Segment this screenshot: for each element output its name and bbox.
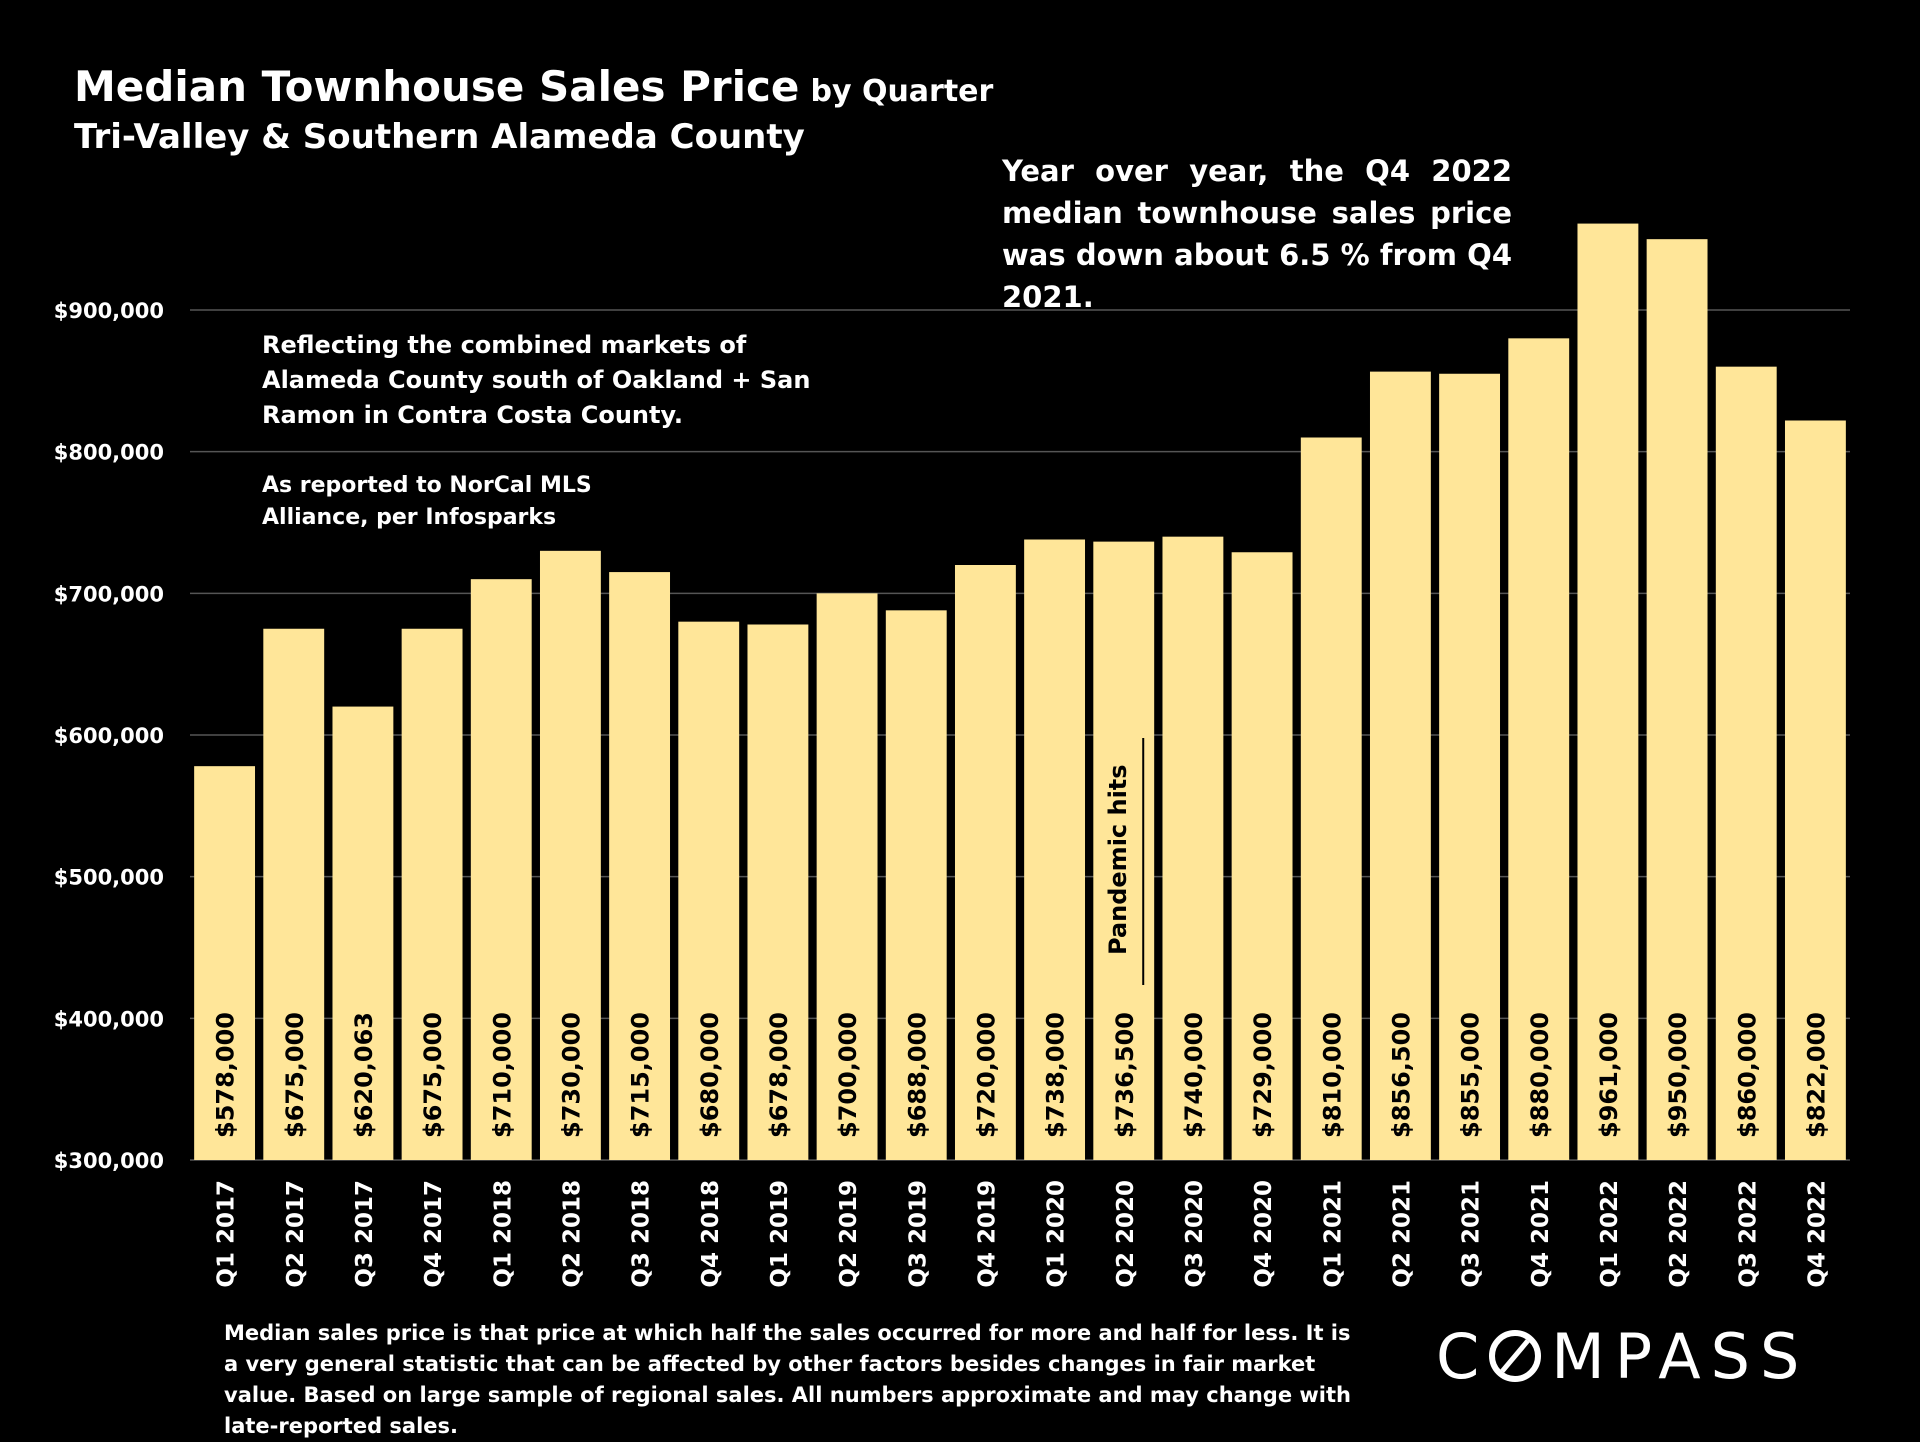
bar-value-label: $736,500 <box>1111 1012 1139 1138</box>
x-tick-label: Q4 2020 <box>1251 1180 1277 1288</box>
x-tick-label: Q4 2019 <box>974 1180 1000 1288</box>
bar <box>1439 373 1501 1160</box>
bar <box>1231 552 1293 1160</box>
bar-value-label: $856,500 <box>1387 1012 1415 1138</box>
bar <box>1577 223 1639 1161</box>
bar-value-label: $810,000 <box>1318 1012 1346 1138</box>
bar <box>1024 539 1086 1160</box>
bar <box>1300 437 1362 1160</box>
y-tick-label: $700,000 <box>54 582 164 606</box>
y-tick-label: $300,000 <box>54 1149 164 1173</box>
logo-letter: C <box>1436 1320 1490 1393</box>
market-note: Reflecting the combined markets of Alame… <box>262 331 811 429</box>
x-tick-label: Q2 2018 <box>559 1180 585 1288</box>
logo-ring-icon <box>1489 1330 1542 1382</box>
bar <box>470 579 532 1160</box>
x-tick-label: Q2 2022 <box>1666 1180 1692 1288</box>
logo-letters: MPASS <box>1551 1320 1810 1393</box>
x-tick-label: Q4 2017 <box>421 1180 447 1288</box>
bar <box>747 624 809 1160</box>
title-block: Median Townhouse Sales Price by Quarter … <box>74 62 993 157</box>
bar <box>1508 338 1570 1160</box>
bar-value-label: $720,000 <box>972 1012 1000 1138</box>
x-tick-label: Q1 2022 <box>1597 1180 1623 1288</box>
x-tick-label: Q3 2018 <box>629 1180 655 1288</box>
bar-value-label: $740,000 <box>1180 1012 1208 1138</box>
bar-value-label: $855,000 <box>1457 1012 1485 1138</box>
y-tick-label: $800,000 <box>54 441 164 465</box>
x-tick-label: Q3 2017 <box>352 1180 378 1288</box>
x-tick-label: Q2 2021 <box>1389 1180 1415 1288</box>
bar <box>816 593 878 1160</box>
bar <box>263 628 325 1160</box>
bar-value-label: $675,000 <box>419 1012 447 1138</box>
y-tick-label: $600,000 <box>54 724 164 748</box>
bar-value-label: $738,000 <box>1042 1012 1070 1138</box>
x-tick-label: Q4 2022 <box>1804 1180 1830 1288</box>
bar <box>954 565 1016 1160</box>
bar-value-label: $880,000 <box>1526 1012 1554 1138</box>
bar <box>1715 366 1777 1161</box>
x-tick-label: Q3 2021 <box>1459 1180 1485 1288</box>
bar-value-label: $961,000 <box>1595 1012 1623 1138</box>
chart-title-suffix: by Quarter <box>810 74 994 109</box>
bar <box>194 766 256 1160</box>
x-tick-label: Q4 2021 <box>1528 1180 1554 1288</box>
yoy-note: Year over year, the Q4 2022 median townh… <box>1002 154 1512 314</box>
x-tick-label: Q1 2017 <box>214 1180 240 1288</box>
x-tick-label: Q1 2020 <box>1044 1180 1070 1288</box>
bar-value-label: $729,000 <box>1249 1012 1277 1138</box>
x-tick-label: Q1 2019 <box>767 1180 793 1288</box>
x-tick-label: Q4 2018 <box>698 1180 724 1288</box>
x-tick-label: Q3 2020 <box>1182 1180 1208 1288</box>
x-tick-label: Q3 2019 <box>905 1180 931 1288</box>
source-note: As reported to NorCal MLS Alliance, per … <box>262 473 592 530</box>
y-tick-label: $900,000 <box>54 299 164 323</box>
bar <box>1162 536 1224 1160</box>
chart-subtitle: Tri-Valley & Southern Alameda County <box>74 117 805 157</box>
compass-logo: C MPASS <box>1436 1320 1809 1393</box>
bar <box>885 610 947 1160</box>
bar <box>332 706 394 1160</box>
bar <box>1784 420 1846 1160</box>
bar <box>609 572 671 1160</box>
bar <box>401 628 463 1160</box>
bar-value-label: $715,000 <box>627 1012 655 1138</box>
bar-value-label: $688,000 <box>903 1012 931 1138</box>
bar-value-label: $620,063 <box>350 1012 378 1138</box>
bar-value-label: $950,000 <box>1664 1012 1692 1138</box>
y-tick-label: $400,000 <box>54 1007 164 1031</box>
bar-value-label: $710,000 <box>488 1012 516 1138</box>
bar-value-label: $822,000 <box>1802 1012 1830 1138</box>
bar-value-label: $730,000 <box>557 1012 585 1138</box>
bar-value-label: $860,000 <box>1733 1012 1761 1138</box>
bar-value-label: $578,000 <box>212 1012 240 1138</box>
bar <box>1646 239 1708 1160</box>
y-tick-label: $500,000 <box>54 866 164 890</box>
bar-value-label: $700,000 <box>834 1012 862 1138</box>
footnote: Median sales price is that price at whic… <box>224 1321 1351 1438</box>
x-tick-label: Q2 2019 <box>836 1180 862 1288</box>
x-tick-label: Q1 2018 <box>490 1180 516 1288</box>
pandemic-annotation: Pandemic hits <box>1104 764 1132 955</box>
bar <box>678 621 740 1160</box>
x-tick-label: Q1 2021 <box>1320 1180 1346 1288</box>
x-tick-label: Q3 2022 <box>1735 1180 1761 1288</box>
bar <box>539 550 601 1160</box>
chart-title: Median Townhouse Sales Price <box>74 62 800 111</box>
x-tick-label: Q2 2020 <box>1113 1180 1139 1288</box>
x-tick-label: Q2 2017 <box>283 1180 309 1288</box>
bar-value-label: $675,000 <box>281 1012 309 1138</box>
bar-value-label: $680,000 <box>696 1012 724 1138</box>
bar <box>1369 371 1431 1160</box>
bar-value-label: $678,000 <box>765 1012 793 1138</box>
